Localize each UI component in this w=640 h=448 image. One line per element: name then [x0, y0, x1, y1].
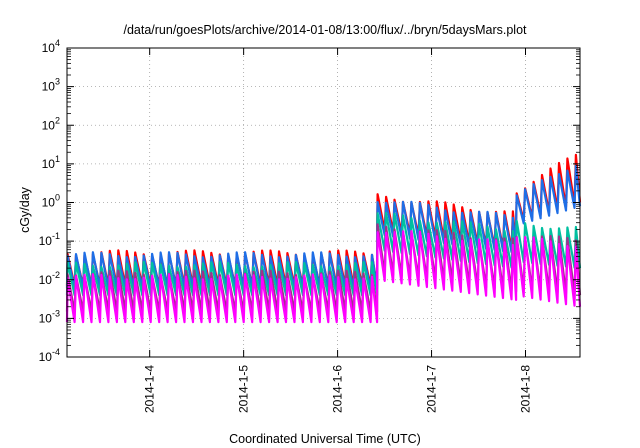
- grid: [67, 48, 580, 357]
- x-tick-label: 2014-1-7: [425, 365, 439, 413]
- y-tick-label: 100: [42, 193, 60, 210]
- y-tick-label: 102: [42, 115, 60, 132]
- y-tick-label-exponent: -3: [52, 308, 60, 318]
- x-tick-label: 2014-1-5: [237, 365, 251, 413]
- y-tick-label: 104: [42, 38, 60, 55]
- y-tick-label: 10-2: [39, 270, 60, 287]
- y-tick-label-exponent: 2: [55, 115, 60, 125]
- y-tick-label-exponent: -2: [52, 270, 60, 280]
- y-tick-label-exponent: 1: [55, 154, 60, 164]
- x-tick-label: 2014-1-4: [143, 365, 157, 413]
- y-tick-label-base: 10: [39, 234, 53, 248]
- y-tick-label-base: 10: [42, 41, 56, 55]
- series-layer: [65, 153, 582, 324]
- y-axis-label: cGy/day: [18, 186, 32, 233]
- x-tick-labels: 2014-1-4 2014-1-5 2014-1-6 2014-1-7 2014-1-8: [143, 365, 533, 413]
- y-tick-label-base: 10: [42, 80, 56, 94]
- series-line: [65, 230, 582, 324]
- x-tick-label: 2014-1-6: [331, 365, 345, 413]
- y-tick-label-base: 10: [42, 118, 56, 132]
- y-tick-label-exponent: 0: [55, 193, 60, 203]
- y-tick-label-exponent: 4: [55, 38, 60, 48]
- y-tick-label-exponent: 3: [55, 77, 60, 87]
- y-tick-label-exponent: -1: [52, 231, 60, 241]
- y-tick-label: 10-4: [39, 347, 60, 364]
- y-tick-label-base: 10: [42, 196, 56, 210]
- y-tick-label: 10-1: [39, 231, 60, 248]
- y-tick-label: 10-3: [39, 308, 60, 325]
- ticks: [67, 47, 580, 358]
- y-tick-label: 103: [42, 77, 60, 94]
- y-tick-label-base: 10: [39, 311, 53, 325]
- chart-title: /data/run/goesPlots/archive/2014-01-08/1…: [123, 23, 527, 37]
- y-tick-label-base: 10: [42, 157, 56, 171]
- y-tick-label-exponent: -4: [52, 347, 60, 357]
- y-tick-label-base: 10: [39, 273, 53, 287]
- x-axis-label: Coordinated Universal Time (UTC): [229, 432, 421, 446]
- x-tick-label: 2014-1-8: [519, 365, 533, 413]
- y-tick-label: 101: [42, 154, 60, 171]
- y-tick-label-base: 10: [39, 350, 53, 364]
